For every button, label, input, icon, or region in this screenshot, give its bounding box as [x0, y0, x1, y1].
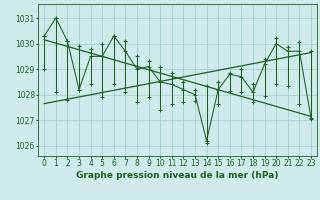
X-axis label: Graphe pression niveau de la mer (hPa): Graphe pression niveau de la mer (hPa)	[76, 171, 279, 180]
